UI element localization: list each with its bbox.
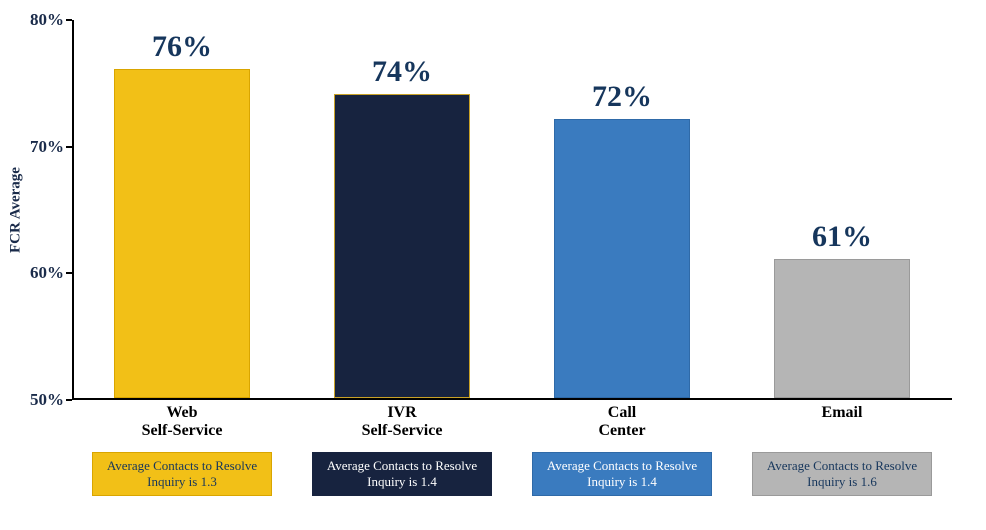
category-label: IVRSelf-Service	[292, 404, 512, 441]
ytick-label: 60%	[24, 263, 64, 283]
category-line: Email	[822, 404, 863, 421]
legend-box: Average Contacts to Resolve Inquiry is 1…	[752, 452, 932, 496]
legend-box: Average Contacts to Resolve Inquiry is 1…	[312, 452, 492, 496]
category-line: Self-Service	[362, 422, 443, 439]
ytick-mark	[66, 272, 72, 274]
legend-box: Average Contacts to Resolve Inquiry is 1…	[532, 452, 712, 496]
y-axis-title: FCR Average	[8, 167, 25, 253]
bar-value-label: 61%	[775, 220, 909, 254]
category-label: CallCenter	[512, 404, 732, 441]
plot-area: FCR Average 50%60%70%80%76%74%72%61%	[72, 20, 952, 400]
bar-value-label: 76%	[115, 30, 249, 64]
category-line: Call	[608, 404, 636, 421]
legend-row: Average Contacts to Resolve Inquiry is 1…	[72, 452, 952, 510]
bar-value-label: 74%	[335, 55, 469, 89]
ytick-label: 80%	[24, 10, 64, 30]
ytick-label: 70%	[24, 137, 64, 157]
bar: 72%	[554, 119, 690, 398]
y-axis	[72, 20, 74, 400]
category-labels: WebSelf-ServiceIVRSelf-ServiceCallCenter…	[72, 404, 952, 448]
category-line: Center	[598, 422, 645, 439]
category-label: WebSelf-Service	[72, 404, 292, 441]
bar: 74%	[334, 94, 470, 398]
legend-box: Average Contacts to Resolve Inquiry is 1…	[92, 452, 272, 496]
fcr-bar-chart: FCR Average 50% 60% 70% 80% 76% 74% 72% 61% Web…	[0, 0, 986, 530]
ytick-label: 50%	[24, 390, 64, 410]
category-line: IVR	[387, 404, 416, 421]
bar-value-label: 72%	[555, 80, 689, 114]
category-line: Self-Service	[142, 422, 223, 439]
ytick-mark	[66, 146, 72, 148]
bar: 76%	[114, 69, 250, 398]
x-axis	[72, 398, 952, 400]
category-line: Web	[166, 404, 197, 421]
category-label: Email	[732, 404, 952, 422]
bar: 61%	[774, 259, 910, 398]
ytick-mark	[66, 399, 72, 401]
ytick-mark	[66, 19, 72, 21]
